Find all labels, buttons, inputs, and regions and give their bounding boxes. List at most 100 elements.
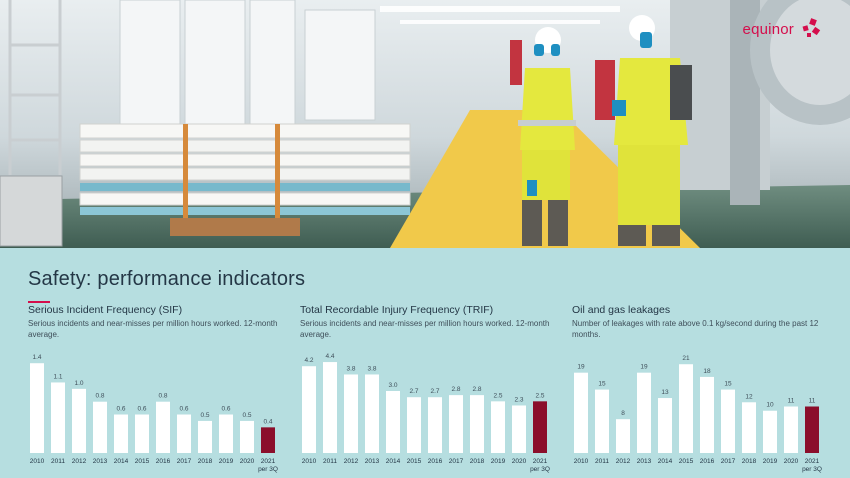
bar-2015 xyxy=(407,397,421,453)
x-tick-2017: 2017 xyxy=(177,458,192,465)
data-label-2014: 3.0 xyxy=(388,382,397,389)
x-tick-2015: 2015 xyxy=(135,458,150,465)
data-label-2020: 11 xyxy=(788,398,795,405)
x-tick-2011: 2011 xyxy=(595,458,609,465)
x-tick-2016: 2016 xyxy=(700,458,715,465)
x-tick-2012: 2012 xyxy=(616,458,631,465)
chart-sif: Serious Incident Frequency (SIF) Serious… xyxy=(28,304,298,478)
bar-2013 xyxy=(93,401,107,453)
data-label-2010: 4.2 xyxy=(304,357,313,364)
data-label-2019: 2.5 xyxy=(493,392,502,399)
data-label-2018: 2.8 xyxy=(472,386,481,393)
x-tick-2018: 2018 xyxy=(742,458,757,465)
x-tick-2015: 2015 xyxy=(679,458,694,465)
data-label-2017: 15 xyxy=(724,381,732,388)
period-note: per 3Q xyxy=(530,466,550,473)
x-tick-2021: 2021 xyxy=(805,458,820,465)
bar-2013 xyxy=(365,374,379,453)
bar-2014 xyxy=(658,398,672,453)
data-label-2015: 0.6 xyxy=(137,406,146,413)
chart-plot: 4.2 2010 4.4 2011 3.8 2012 3.8 2013 3.0 2014 2.7 20… xyxy=(302,353,550,473)
data-label-2016: 2.7 xyxy=(430,388,439,395)
data-label-2016: 18 xyxy=(703,368,711,375)
x-tick-2013: 2013 xyxy=(637,458,652,465)
title-accent-rule xyxy=(28,301,50,303)
data-label-2016: 0.8 xyxy=(158,393,167,400)
x-tick-2018: 2018 xyxy=(198,458,213,465)
x-tick-2020: 2020 xyxy=(784,458,799,465)
bar-2018 xyxy=(742,402,756,453)
x-tick-2021: 2021 xyxy=(533,458,548,465)
data-label-2018: 0.5 xyxy=(200,412,209,419)
chart-plot: 19 2010 15 2011 8 2012 19 2013 13 2014 21 2015 18 201… xyxy=(574,355,822,473)
brand-logo: equinor xyxy=(743,18,822,40)
data-label-2017: 0.6 xyxy=(179,406,188,413)
worker-right-illustration xyxy=(612,15,692,246)
data-label-2020: 0.5 xyxy=(242,412,251,419)
bar-2014 xyxy=(386,391,400,453)
data-label-2021: 2.5 xyxy=(535,392,544,399)
chart-title: Serious Incident Frequency (SIF) xyxy=(28,304,183,316)
bar-2015 xyxy=(679,364,693,453)
bar-2021 xyxy=(261,427,275,453)
bar-2013 xyxy=(637,372,651,453)
data-label-2021: 0.4 xyxy=(263,418,272,425)
data-label-2011: 1.1 xyxy=(53,373,62,380)
x-tick-2014: 2014 xyxy=(114,458,129,465)
page-title: Safety: performance indicators xyxy=(28,268,306,290)
x-tick-2012: 2012 xyxy=(72,458,87,465)
x-tick-2016: 2016 xyxy=(428,458,443,465)
x-tick-2018: 2018 xyxy=(470,458,485,465)
x-tick-2016: 2016 xyxy=(156,458,171,465)
data-label-2017: 2.8 xyxy=(451,386,460,393)
bar-2010 xyxy=(30,363,44,453)
x-tick-2019: 2019 xyxy=(219,458,234,465)
bar-2020 xyxy=(240,420,254,453)
data-label-2020: 2.3 xyxy=(514,396,523,403)
chart-subtitle: Number of leakages with rate above 0.1 k… xyxy=(572,319,819,339)
x-tick-2019: 2019 xyxy=(491,458,506,465)
bar-2018 xyxy=(198,420,212,453)
chart-title: Total Recordable Injury Frequency (TRIF) xyxy=(300,304,494,316)
data-label-2012: 1.0 xyxy=(74,380,83,387)
x-tick-2011: 2011 xyxy=(323,458,337,465)
data-label-2021: 11 xyxy=(809,398,816,405)
period-note: per 3Q xyxy=(802,466,822,473)
x-tick-2015: 2015 xyxy=(407,458,422,465)
bar-2018 xyxy=(470,395,484,453)
x-tick-2020: 2020 xyxy=(512,458,527,465)
bar-2019 xyxy=(491,401,505,453)
x-tick-2021: 2021 xyxy=(261,458,276,465)
chart-title: Oil and gas leakages xyxy=(572,304,671,316)
x-tick-2019: 2019 xyxy=(763,458,778,465)
x-tick-2010: 2010 xyxy=(574,458,589,465)
data-label-2014: 13 xyxy=(661,389,669,396)
x-tick-2013: 2013 xyxy=(365,458,380,465)
chart-subtitle: Serious incidents and near-misses per mi… xyxy=(28,319,278,339)
chart-trif: Total Recordable Injury Frequency (TRIF)… xyxy=(300,304,570,478)
bar-2016 xyxy=(156,401,170,453)
bar-2021 xyxy=(533,401,547,453)
bar-2010 xyxy=(574,372,588,453)
bar-2014 xyxy=(114,414,128,453)
data-label-2013: 19 xyxy=(640,364,648,371)
data-label-2013: 0.8 xyxy=(95,393,104,400)
x-tick-2017: 2017 xyxy=(449,458,464,465)
chart-plot: 1.4 2010 1.1 2011 1.0 2012 0.8 2013 0.6 2014 0.6 20… xyxy=(30,354,278,473)
x-tick-2013: 2013 xyxy=(93,458,108,465)
data-label-2015: 2.7 xyxy=(409,388,418,395)
data-label-2011: 4.4 xyxy=(325,353,334,360)
period-note: per 3Q xyxy=(258,466,278,473)
data-label-2018: 12 xyxy=(745,393,753,400)
data-label-2014: 0.6 xyxy=(116,406,125,413)
data-label-2012: 3.8 xyxy=(346,365,355,372)
x-tick-2014: 2014 xyxy=(658,458,673,465)
data-label-2019: 0.6 xyxy=(221,406,230,413)
x-tick-2014: 2014 xyxy=(386,458,401,465)
x-tick-2017: 2017 xyxy=(721,458,736,465)
bar-2012 xyxy=(72,388,86,453)
bar-2019 xyxy=(219,414,233,453)
x-tick-2010: 2010 xyxy=(30,458,45,465)
x-tick-2012: 2012 xyxy=(344,458,359,465)
data-label-2010: 19 xyxy=(577,364,585,371)
